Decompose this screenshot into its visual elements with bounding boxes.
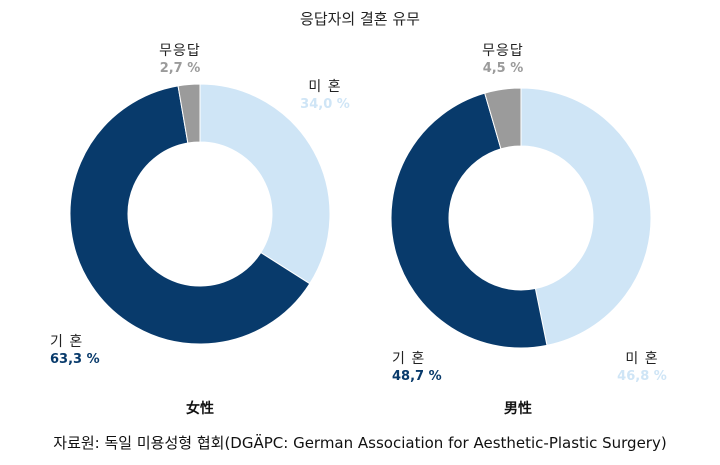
donut-slice-married — [69, 85, 311, 345]
label-value: 34,0 % — [300, 97, 350, 112]
label-male-single: 미 혼 46,8 % — [612, 350, 672, 386]
donut-female — [69, 83, 331, 345]
donut-slice-no_answer — [177, 83, 201, 144]
label-name: 기 혼 — [392, 351, 426, 367]
label-name: 기 혼 — [50, 334, 84, 350]
label-female-married: 기 혼 63,3 % — [50, 333, 120, 369]
chart-title: 응답자의 결혼 유무 — [300, 10, 420, 28]
label-female-no-answer: 무응답 2,7 % — [150, 42, 210, 78]
source-note: 자료원: 독일 미용성형 협회(DGÄPC: German Associatio… — [53, 434, 667, 452]
donut-slice-single — [520, 87, 652, 346]
label-male-married: 기 혼 48,7 % — [392, 350, 462, 386]
label-male-no-answer: 무응답 4,5 % — [473, 42, 533, 78]
donut-slice-no_answer — [484, 87, 522, 150]
label-value: 63,3 % — [50, 352, 100, 367]
label-name: 미 혼 — [625, 351, 659, 367]
label-value: 48,7 % — [392, 369, 442, 384]
label-name: 미 혼 — [308, 79, 342, 95]
label-female-single: 미 혼 34,0 % — [295, 78, 355, 114]
donut-slice-married — [390, 92, 548, 349]
donut-male — [390, 87, 652, 349]
label-name: 무응답 — [482, 43, 524, 59]
label-name: 무응답 — [159, 43, 201, 59]
donut-slice-single — [199, 83, 331, 285]
gender-label-female: 女性 — [186, 401, 214, 417]
gender-label-male: 男性 — [504, 401, 532, 417]
label-value: 46,8 % — [617, 369, 667, 384]
label-value: 4,5 % — [482, 61, 524, 76]
label-value: 2,7 % — [159, 61, 201, 76]
